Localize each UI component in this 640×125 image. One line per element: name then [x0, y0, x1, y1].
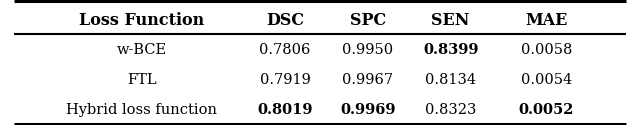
Text: 0.8134: 0.8134: [425, 73, 476, 87]
Text: SPC: SPC: [349, 12, 386, 29]
Text: 0.8399: 0.8399: [423, 43, 478, 57]
Text: MAE: MAE: [525, 12, 568, 29]
Text: FTL: FTL: [127, 73, 156, 87]
Text: Loss Function: Loss Function: [79, 12, 204, 29]
Text: 0.0058: 0.0058: [520, 43, 572, 57]
Text: Hybrid loss function: Hybrid loss function: [66, 103, 217, 117]
Text: w-BCE: w-BCE: [116, 43, 166, 57]
Text: 0.7919: 0.7919: [259, 73, 310, 87]
Text: 0.8323: 0.8323: [425, 103, 476, 117]
Text: 0.0054: 0.0054: [520, 73, 572, 87]
Text: DSC: DSC: [266, 12, 304, 29]
Text: 0.9969: 0.9969: [340, 103, 396, 117]
Text: 0.9967: 0.9967: [342, 73, 394, 87]
Text: 0.0052: 0.0052: [518, 103, 574, 117]
Text: 0.8019: 0.8019: [257, 103, 313, 117]
Text: SEN: SEN: [431, 12, 470, 29]
Text: 0.7806: 0.7806: [259, 43, 310, 57]
Text: 0.9950: 0.9950: [342, 43, 394, 57]
